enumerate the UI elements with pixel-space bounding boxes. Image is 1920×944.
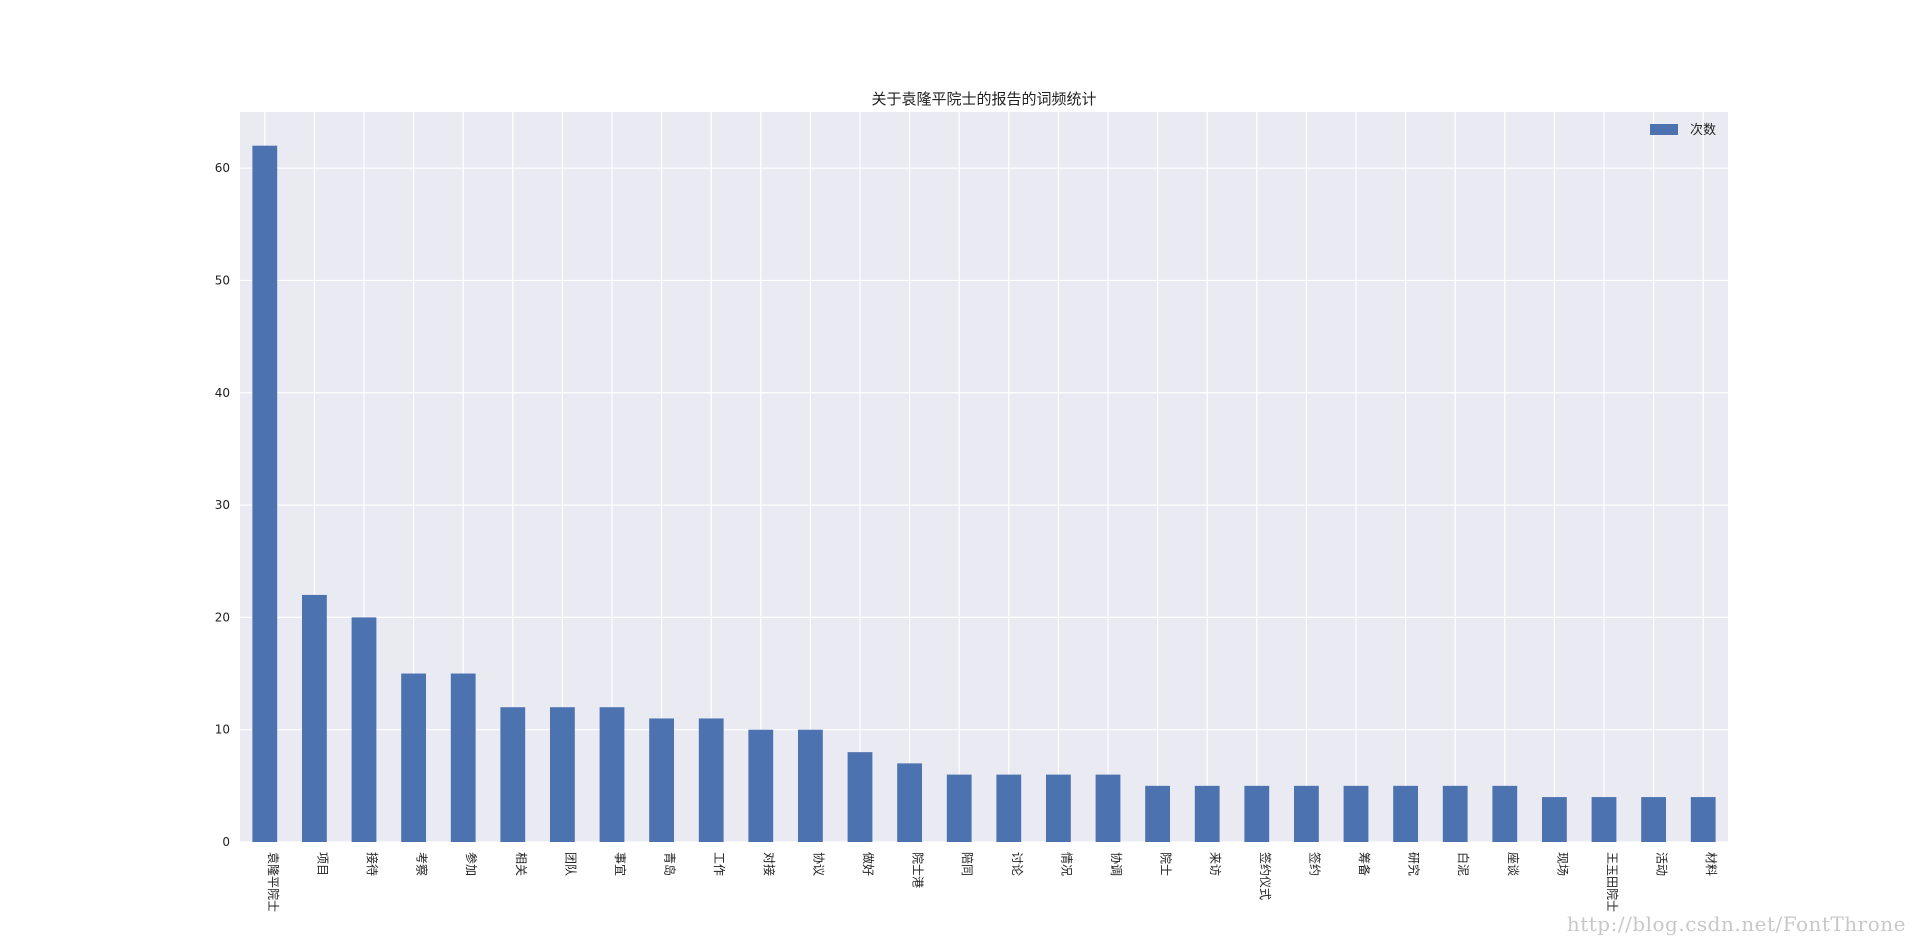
y-tick-label: 10	[215, 723, 230, 737]
y-tick-label: 30	[215, 498, 230, 512]
x-tick-label: 签约	[1307, 852, 1322, 876]
x-axis-ticks: 袁隆平院士 项目 接待 考察 参加 相关 团队 事宜 青岛 工作 对接 协议 做好 院士港 陪同 讨论 情况 协调…	[266, 852, 1718, 912]
x-tick-label: 协调	[1109, 852, 1124, 876]
x-tick-label: 院士港	[911, 852, 925, 888]
x-tick-label: 做好	[861, 852, 876, 876]
bar	[450, 673, 476, 842]
x-tick-label: 接待	[365, 852, 380, 876]
x-tick-label: 现场	[1555, 852, 1569, 876]
legend: 次数	[1650, 122, 1716, 138]
bar	[1641, 797, 1666, 842]
bar	[1442, 785, 1468, 842]
bar	[1690, 797, 1716, 842]
x-tick-label: 白泥	[1456, 852, 1471, 876]
bar	[550, 707, 575, 842]
plot-area	[240, 112, 1728, 842]
x-tick-label: 团队	[563, 852, 578, 876]
x-tick-label: 活动	[1655, 852, 1669, 876]
x-tick-label: 对接	[762, 852, 777, 876]
y-tick-label: 40	[215, 386, 230, 400]
bar	[1294, 785, 1319, 842]
x-tick-label: 来访	[1208, 852, 1222, 876]
bar	[500, 707, 526, 842]
bar	[996, 774, 1022, 842]
y-tick-label: 20	[215, 610, 230, 624]
bar	[401, 673, 426, 842]
x-tick-label: 讨论	[1010, 852, 1024, 876]
bar	[847, 752, 873, 842]
x-tick-label: 材料	[1704, 852, 1718, 876]
bar	[1542, 797, 1567, 842]
x-tick-label: 陪同	[960, 852, 975, 876]
x-tick-label: 情况	[1059, 852, 1073, 876]
bar	[897, 763, 922, 842]
bar	[1145, 785, 1170, 842]
x-tick-label: 院士	[1159, 852, 1173, 876]
x-tick-label: 工作	[712, 852, 726, 876]
bar	[748, 729, 774, 842]
bar	[1244, 785, 1270, 842]
x-tick-label: 协议	[811, 852, 826, 876]
bar	[1591, 797, 1617, 842]
x-tick-label: 项目	[315, 852, 329, 876]
bar	[1343, 785, 1369, 842]
bar	[252, 145, 278, 842]
bar	[1492, 785, 1518, 842]
chart-title: 关于袁隆平院士的报告的词频统计	[871, 90, 1096, 108]
bar	[946, 774, 972, 842]
x-tick-label: 事宜	[613, 852, 628, 876]
y-tick-label: 0	[222, 835, 230, 849]
bar	[1194, 785, 1220, 842]
bar	[351, 617, 377, 842]
bar	[698, 718, 724, 842]
bar	[798, 729, 823, 842]
bars	[252, 145, 1716, 842]
bar	[649, 718, 674, 842]
x-tick-label: 考察	[415, 852, 429, 876]
bar	[1095, 774, 1121, 842]
legend-swatch	[1650, 124, 1678, 135]
legend-label: 次数	[1690, 122, 1716, 138]
x-tick-label: 参加	[464, 852, 479, 876]
bar	[1046, 774, 1071, 842]
watermark: http://blog.csdn.net/FontThrone	[1566, 912, 1906, 936]
x-tick-label: 筹备	[1357, 852, 1371, 876]
bar	[302, 594, 327, 842]
bar	[599, 707, 625, 842]
x-tick-label: 王玉田院士	[1605, 852, 1619, 912]
x-tick-label: 研究	[1407, 852, 1422, 876]
bar	[1393, 785, 1418, 842]
y-tick-label: 50	[215, 273, 230, 287]
x-tick-label: 相关	[514, 852, 528, 876]
y-axis-ticks: 0 10 20 30 40 50 60	[215, 161, 230, 849]
y-tick-label: 60	[215, 161, 230, 175]
x-tick-label: 青岛	[663, 852, 678, 876]
x-tick-label: 袁隆平院士	[266, 852, 281, 912]
x-tick-label: 签约仪式	[1258, 852, 1273, 900]
x-tick-label: 座谈	[1506, 852, 1521, 876]
